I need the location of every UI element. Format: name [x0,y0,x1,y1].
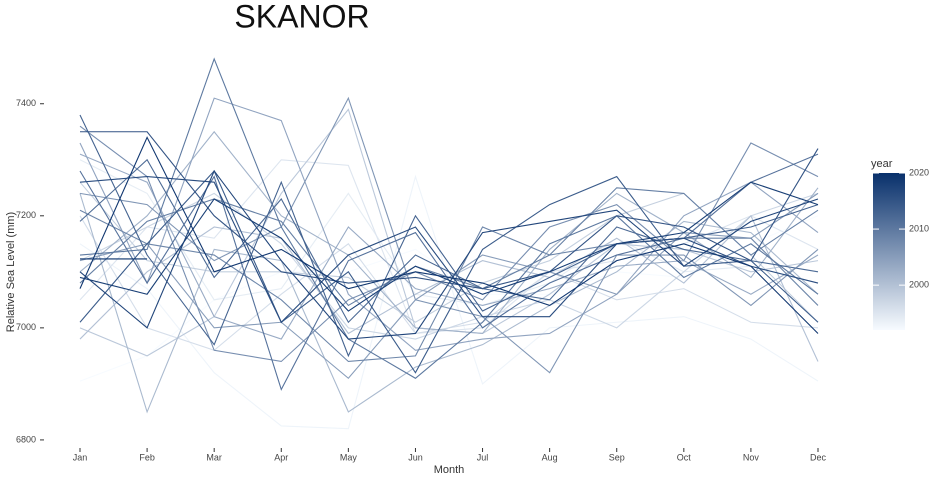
colorbar [873,173,905,330]
colorbar-title: year [871,158,893,170]
chart-title: SKANOR [234,0,369,34]
series-line [79,96,819,374]
y-tick-label: 7400 [16,98,36,108]
series-line [79,193,819,414]
series-line [79,125,819,363]
x-axis-title: Month [434,464,465,476]
series-line [79,169,819,374]
x-tick-label: Apr [274,452,288,462]
series-line [79,57,819,379]
x-tick-label: Jan [73,452,88,462]
series-line [79,159,819,307]
x-tick-label: May [340,452,358,462]
x-tick-label: Jun [408,452,423,462]
series-line [79,114,819,358]
series-line [79,97,819,351]
x-tick-label: Jul [477,452,489,462]
series-line [79,176,819,324]
series-line [79,209,819,363]
colorbar-tick-label: 2000 [909,280,929,290]
series-line [79,192,819,340]
y-tick-label: 7000 [16,322,36,332]
x-tick-label: Nov [743,452,760,462]
y-tick-label: 7200 [16,210,36,220]
x-tick-label: Mar [206,452,222,462]
x-tick-label: Aug [542,452,558,462]
y-tick-label: 6800 [16,434,36,444]
y-axis-title: Relative Sea Level (mm) [5,212,17,332]
x-tick-label: Sep [609,452,625,462]
x-tick-label: Feb [139,452,155,462]
x-tick-label: Oct [677,452,692,462]
series-line [79,136,819,334]
colorbar-tick-label: 2020 [909,167,929,177]
series-line [79,181,819,312]
colorbar-tick-label: 2010 [909,223,929,233]
series-line [79,153,819,340]
x-tick-label: Dec [810,452,827,462]
series-line [79,169,819,340]
